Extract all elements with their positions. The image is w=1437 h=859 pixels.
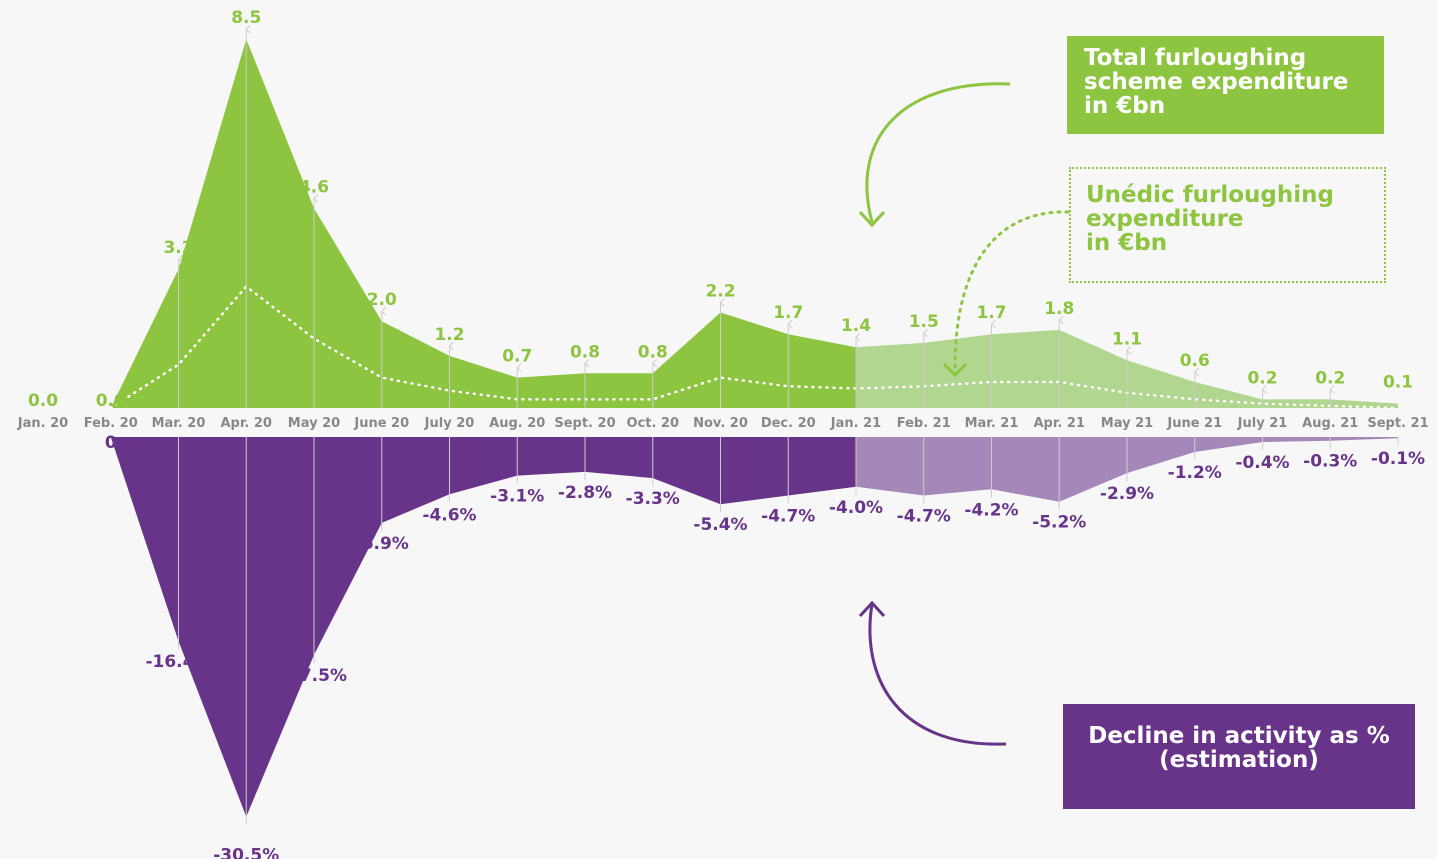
x-tick-label: May 21 xyxy=(1101,416,1153,431)
total-value-label: 0.7 xyxy=(502,347,532,367)
legend-total-line-2: scheme expenditure xyxy=(1084,69,1349,96)
x-tick-label: June 21 xyxy=(1166,416,1222,431)
x-tick-label: Jan. 21 xyxy=(830,416,881,431)
total-value-label: 0.8 xyxy=(638,342,668,362)
legend-total-expenditure: Total furloughing scheme expenditure in … xyxy=(1067,36,1384,134)
total-value-label: 4.6 xyxy=(299,177,329,197)
total-legend-arrowhead xyxy=(858,210,886,228)
x-tick-label: Oct. 20 xyxy=(626,416,679,431)
total-value-label: 1.5 xyxy=(909,312,939,332)
legend-unedic-line-1: Unédic furloughing xyxy=(1086,182,1334,208)
decline-legend-connector xyxy=(868,603,1007,746)
x-tick-label: Mar. 21 xyxy=(965,416,1019,431)
legend-decline-line-2: (estimation) xyxy=(1159,747,1319,774)
decline-legend-arrowhead xyxy=(858,600,886,618)
x-tick-label: Feb. 20 xyxy=(84,416,138,431)
decline-value-label: -2.9% xyxy=(1100,484,1154,504)
legend-unedic-line-2: expenditure xyxy=(1086,206,1244,233)
decline-value-label: -0.3% xyxy=(1303,452,1357,472)
total-value-label: 0.2 xyxy=(1247,368,1277,388)
decline-value-label: -5.4% xyxy=(693,515,747,535)
total-value-label: 2.0 xyxy=(367,290,397,310)
x-tick-label: June 20 xyxy=(353,416,409,431)
x-tick-label: Feb. 21 xyxy=(897,416,951,431)
decline-value-label: -4.6% xyxy=(422,505,476,525)
total-value-label: 0.0 xyxy=(28,391,58,411)
total-value-label: 2.2 xyxy=(705,282,735,302)
total-value-label: 1.1 xyxy=(1112,329,1142,349)
decline-value-label: -17.5% xyxy=(281,666,347,686)
x-tick-label: Dec. 20 xyxy=(761,416,816,431)
total-value-label: 3.2 xyxy=(163,238,193,258)
legend-activity-decline: Decline in activity as % (estimation) xyxy=(1063,704,1415,809)
legend-total-line-3: in €bn xyxy=(1084,93,1166,120)
decline-value-label: -3.3% xyxy=(626,489,680,509)
decline-value-label: -16.4% xyxy=(145,652,211,672)
total-value-label: 0.1 xyxy=(1383,373,1413,393)
total-legend-connector xyxy=(865,82,1011,223)
unedic-legend-connector xyxy=(953,210,1070,370)
legend-decline-line-1: Decline in activity as % xyxy=(1088,723,1390,749)
total-value-label: 1.8 xyxy=(1044,299,1074,319)
total-value-label: 0.2 xyxy=(1315,368,1345,388)
x-tick-label: Apr. 20 xyxy=(221,416,272,431)
total-value-label: 0.6 xyxy=(1180,351,1210,371)
legend-unedic-line-3: in €bn xyxy=(1086,230,1168,257)
x-tick-label: Mar. 20 xyxy=(152,416,206,431)
x-tick-label: Aug. 21 xyxy=(1302,416,1358,431)
total-value-label: 0.0 xyxy=(96,391,126,411)
decline-value-label: -4.0% xyxy=(829,498,883,518)
x-tick-label: Jan. 20 xyxy=(17,416,68,431)
x-tick-label: Sept. 21 xyxy=(1367,416,1428,431)
total-value-label: 0.8 xyxy=(570,342,600,362)
unedic-expenditure-line xyxy=(109,284,1400,410)
total-expenditure-area-actual xyxy=(110,39,856,408)
x-tick-label: July 21 xyxy=(1237,416,1288,431)
decline-value-label: -4.7% xyxy=(897,507,951,527)
decline-value-label: -6.9% xyxy=(355,534,409,554)
total-value-label: 1.2 xyxy=(434,325,464,345)
decline-value-label: -4.2% xyxy=(964,500,1018,520)
legend-unedic-expenditure: Unédic furloughing expenditure in €bn xyxy=(1069,167,1386,283)
decline-value-label: -5.2% xyxy=(1032,513,1086,533)
x-tick-label: Nov. 20 xyxy=(693,416,748,431)
x-tick-label: Apr. 21 xyxy=(1034,416,1085,431)
x-tick-label: Sept. 20 xyxy=(554,416,615,431)
x-tick-label: Aug. 20 xyxy=(489,416,545,431)
decline-value-label: -4.7% xyxy=(761,507,815,527)
unedic-legend-arrowhead xyxy=(942,362,968,378)
decline-value-label: -30.5% xyxy=(213,846,279,859)
x-tick-label: May 20 xyxy=(288,416,340,431)
legend-total-line-1: Total furloughing xyxy=(1084,45,1307,71)
decline-value-label: -1.2% xyxy=(1168,463,1222,483)
total-value-label: 8.5 xyxy=(231,8,261,28)
total-value-label: 1.7 xyxy=(976,303,1006,323)
decline-value-label: -2.8% xyxy=(558,483,612,503)
decline-value-label: -3.1% xyxy=(490,487,544,507)
decline-value-label: 0 xyxy=(105,433,117,453)
total-value-label: 1.7 xyxy=(773,303,803,323)
activity-decline-area-actual xyxy=(110,437,856,817)
decline-value-label: -0.1% xyxy=(1371,449,1425,469)
total-value-label: 1.4 xyxy=(841,316,871,336)
x-tick-label: July 20 xyxy=(424,416,475,431)
decline-value-label: -0.4% xyxy=(1235,453,1289,473)
